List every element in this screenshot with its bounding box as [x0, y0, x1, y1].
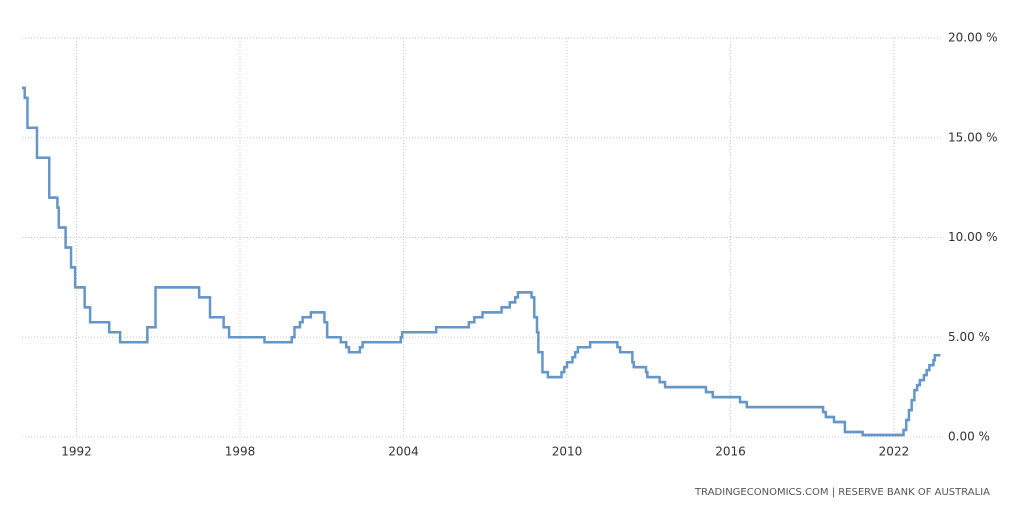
source: TRADINGECONOMICS.COM | RESERVE BANK OF A… [694, 487, 990, 498]
x-tick-label: 2010 [552, 445, 583, 459]
y-tick-label: 0.00 % [948, 430, 990, 444]
step-connector [22, 86, 941, 437]
y-tick-label: 15.00 % [948, 130, 998, 144]
x-tick-label: 1992 [61, 445, 92, 459]
y-tick-label: 20.00 % [948, 31, 998, 45]
y-tick-label: 5.00 % [948, 330, 990, 344]
x-tick-label: 2022 [879, 445, 910, 459]
y-tick-label: 10.00 % [948, 230, 998, 244]
x-tick-label: 1998 [225, 445, 256, 459]
x-tick-label: 2004 [388, 445, 419, 459]
x-tick-label: 2016 [715, 445, 746, 459]
